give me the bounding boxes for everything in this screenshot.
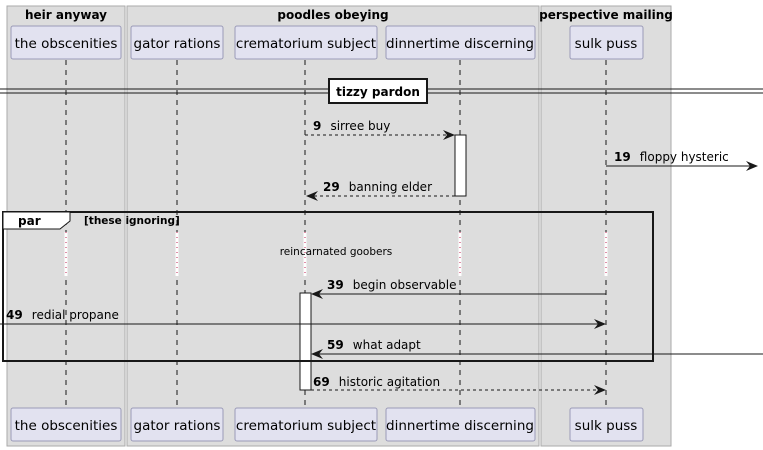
participant-box-dinnertime-discerning[interactable] — [385, 25, 536, 60]
message-69-number: 69 — [313, 375, 330, 389]
message-49: 49 redial propane — [0, 304, 606, 329]
participant-box-gator-rations[interactable] — [130, 25, 224, 60]
message-19-text: floppy hysteric — [640, 150, 729, 164]
message-59: 59 what adapt — [311, 334, 763, 359]
message-49-text: redial propane — [32, 308, 119, 322]
participant-label-the-obscenities: the obscenities — [15, 36, 118, 52]
delay-note: reincarnated goobers — [280, 246, 393, 258]
message-69-label: 69 historic agitation — [313, 371, 440, 390]
divider-label-box — [328, 78, 428, 104]
participant-label-sulk-puss: sulk puss — [575, 418, 638, 434]
participants-bottom: the obscenities gator rations crematoriu… — [10, 407, 644, 442]
delay-dots — [64, 232, 608, 276]
message-9-number: 9 — [313, 119, 321, 133]
divider: tizzy pardon — [0, 78, 763, 104]
participant-box-the-obscenities[interactable] — [10, 407, 122, 442]
group-title-poodles-obeying: poodles obeying — [277, 8, 388, 22]
message-29-number: 29 — [323, 180, 340, 194]
message-19-label: 19 floppy hysteric — [614, 146, 729, 165]
participant-box-crematorium-subject[interactable] — [234, 407, 378, 442]
par-frame-tab — [2, 211, 71, 230]
message-19: 19 floppy hysteric — [606, 146, 758, 171]
par-frame-keyword: par — [18, 214, 41, 228]
participant-box-dinnertime-discerning[interactable] — [385, 407, 536, 442]
participant-label-crematorium-subject: crematorium subject — [236, 36, 376, 52]
message-39: 39 begin observable — [311, 274, 606, 299]
participant-label-the-obscenities: the obscenities — [15, 418, 118, 434]
participant-label-gator-rations: gator rations — [134, 418, 221, 434]
message-39-label: 39 begin observable — [327, 274, 456, 293]
message-9: 9 sirree buy — [305, 115, 455, 140]
message-29: 29 banning elder — [306, 176, 455, 201]
message-59-text: what adapt — [353, 338, 421, 352]
participant-box-sulk-puss[interactable] — [569, 407, 644, 442]
group-box-perspective-mailing — [540, 5, 672, 447]
group-title-perspective-mailing: perspective mailing — [539, 8, 673, 22]
message-59-number: 59 — [327, 338, 344, 352]
participant-label-gator-rations: gator rations — [134, 36, 221, 52]
par-frame-condition: [these ignoring] — [84, 215, 180, 227]
message-49-label: 49 redial propane — [6, 304, 119, 323]
divider-label: tizzy pardon — [336, 85, 420, 99]
participant-label-crematorium-subject: crematorium subject — [236, 418, 376, 434]
participant-box-the-obscenities[interactable] — [10, 25, 122, 60]
message-39-number: 39 — [327, 278, 344, 292]
participant-box-gator-rations[interactable] — [130, 407, 224, 442]
activation-bar-dinnertime-discerning — [454, 134, 467, 197]
participant-box-sulk-puss[interactable] — [569, 25, 644, 60]
par-frame-border — [2, 211, 654, 362]
activation-bar-crematorium-subject — [299, 292, 312, 391]
participant-label-sulk-puss: sulk puss — [575, 36, 638, 52]
participant-label-dinnertime-discerning: dinnertime discerning — [386, 418, 534, 434]
message-19-number: 19 — [614, 150, 631, 164]
group-title-heir-anyway: heir anyway — [25, 8, 107, 22]
participants-top: the obscenities gator rations crematoriu… — [10, 25, 644, 60]
message-39-text: begin observable — [353, 278, 457, 292]
message-9-text: sirree buy — [330, 119, 390, 133]
participant-label-dinnertime-discerning: dinnertime discerning — [386, 36, 534, 52]
message-69: 69 historic agitation — [311, 371, 606, 395]
message-9-label: 9 sirree buy — [313, 115, 390, 134]
message-49-number: 49 — [6, 308, 23, 322]
message-29-label: 29 banning elder — [323, 176, 432, 195]
message-69-text: historic agitation — [339, 375, 440, 389]
par-frame: par [these ignoring] — [2, 211, 654, 362]
message-59-label: 59 what adapt — [327, 334, 421, 353]
participant-box-crematorium-subject[interactable] — [234, 25, 378, 60]
message-29-text: banning elder — [349, 180, 432, 194]
